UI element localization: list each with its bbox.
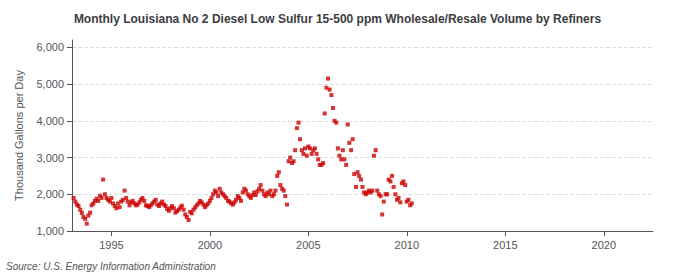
svg-text:2005: 2005	[296, 239, 320, 251]
svg-text:4,000: 4,000	[36, 115, 64, 127]
svg-text:5,000: 5,000	[36, 78, 64, 90]
svg-text:2,000: 2,000	[36, 188, 64, 200]
svg-text:Source: U.S. Energy Informatio: Source: U.S. Energy Information Administ…	[6, 261, 216, 272]
svg-text:Thousand Gallons per Day: Thousand Gallons per Day	[13, 70, 25, 201]
svg-text:1995: 1995	[99, 239, 123, 251]
svg-text:2020: 2020	[592, 239, 616, 251]
svg-text:1,000: 1,000	[36, 225, 64, 237]
svg-text:2010: 2010	[395, 239, 419, 251]
svg-text:2000: 2000	[198, 239, 222, 251]
svg-text:Monthly Louisiana No 2 Diesel: Monthly Louisiana No 2 Diesel Low Sulfur…	[74, 12, 602, 26]
svg-text:6,000: 6,000	[36, 41, 64, 53]
svg-text:3,000: 3,000	[36, 152, 64, 164]
svg-text:2015: 2015	[493, 239, 517, 251]
